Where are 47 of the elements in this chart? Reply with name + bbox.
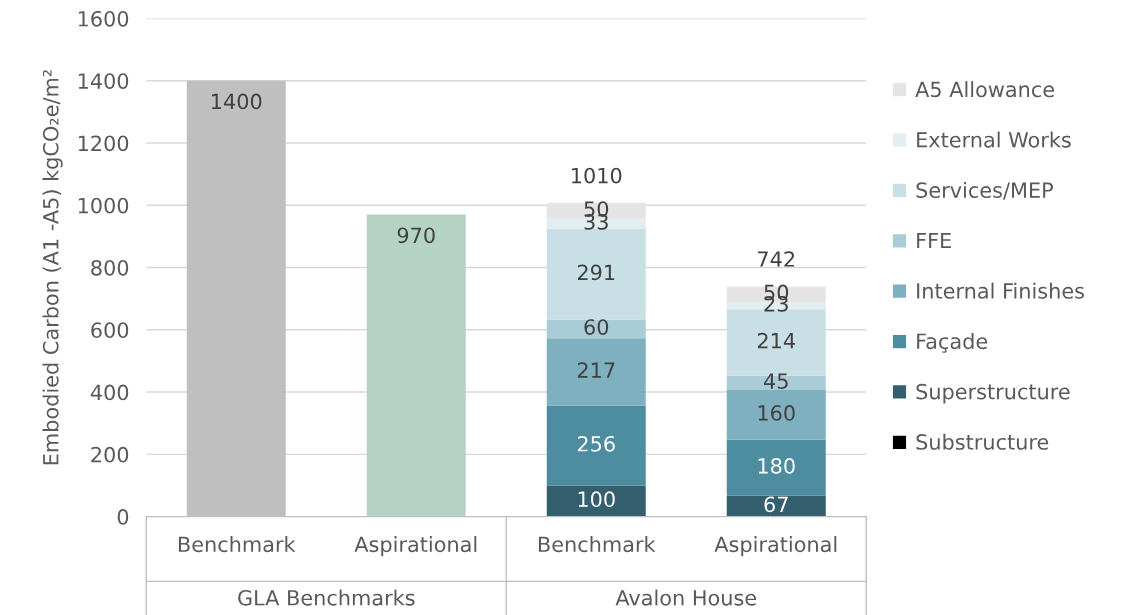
data-label: 67: [764, 496, 788, 513]
legend-label: Substructure: [916, 433, 1049, 450]
data-label: 291: [577, 264, 615, 281]
total-label: 742: [758, 251, 795, 267]
bar: [546, 228, 646, 320]
bar: [726, 375, 826, 390]
bar: [546, 485, 646, 517]
data-label: 970: [397, 227, 435, 244]
y-tick-label: 800: [91, 259, 129, 276]
x-tick-label: Aspirational: [354, 536, 477, 557]
bar: [726, 439, 826, 496]
data-label: 160: [758, 405, 795, 421]
legend-label: Façade: [917, 333, 988, 353]
legend-label: Services/MEP: [916, 181, 1053, 200]
bar: [726, 389, 826, 440]
data-label: 214: [757, 332, 795, 349]
y-tick-label: 400: [90, 384, 129, 401]
y-tick-label: 1400: [78, 73, 129, 89]
text: GLA Benchmarks: [238, 589, 415, 606]
data-label: 1400: [212, 93, 262, 110]
x-tick-label: Aspirational: [714, 536, 837, 557]
legend-label: Superstructure: [916, 383, 1070, 404]
y-tick-label: 0: [117, 509, 129, 525]
y-tick-label: 1000: [78, 197, 129, 214]
data-label: 217: [577, 362, 615, 378]
y-tick-label: 600: [91, 322, 129, 339]
data-label: 100: [578, 491, 615, 508]
y-axis-title: Embodied Carbon (A1 -A5) kgCO₂e/m²: [42, 70, 63, 465]
bar: [726, 495, 826, 517]
legend-label: External Works: [917, 131, 1071, 148]
data-label: 180: [758, 458, 795, 474]
total-label: 1010: [572, 167, 622, 184]
y-tick-label: 1600: [78, 10, 129, 27]
y-tick-label: 1200: [78, 135, 129, 152]
bar: [546, 405, 646, 486]
x-tick-label: Benchmark: [178, 536, 296, 553]
text: Avalon House: [615, 589, 757, 606]
legend-label: FFE: [917, 232, 951, 249]
y-tick-label: 200: [91, 446, 129, 463]
legend-label: Internal Finishes: [917, 282, 1084, 299]
bar: [546, 338, 646, 406]
legend-label: A5 Allowance: [915, 81, 1054, 98]
data-label: 60: [584, 319, 609, 335]
bar: [366, 214, 466, 517]
data-label: 45: [764, 373, 788, 389]
data-label: 256: [577, 435, 615, 452]
x-tick-label: Benchmark: [538, 536, 656, 553]
